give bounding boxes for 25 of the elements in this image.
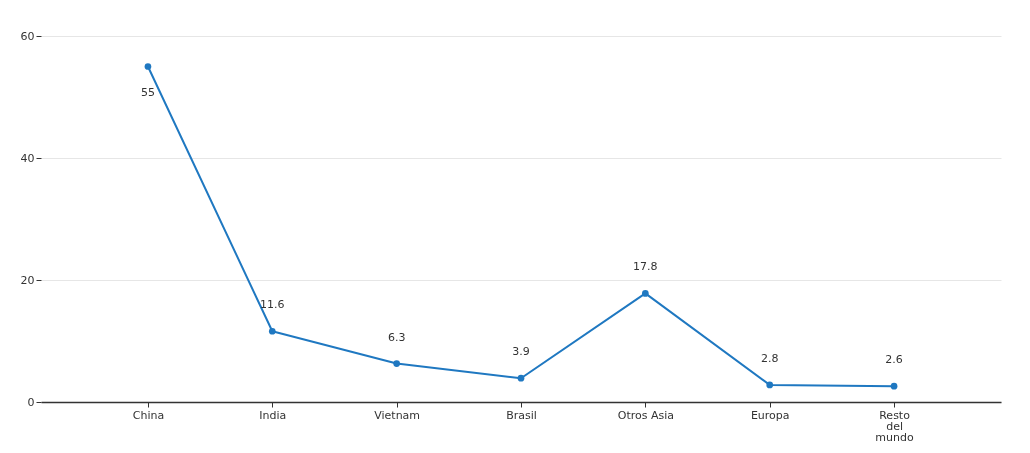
point: [517, 374, 525, 382]
x-tick-label: Europa: [750, 408, 790, 422]
data-label: 11.6: [260, 298, 285, 312]
point: [268, 327, 276, 335]
data-label: 2.6: [885, 353, 903, 367]
x-tick-label: China: [132, 408, 165, 422]
x-tick-label: Resto del mundo: [875, 408, 915, 444]
y-tick-label: 0: [27, 395, 35, 409]
data-label: 2.8: [760, 351, 779, 365]
x-tick-label: India: [259, 408, 287, 422]
data-label: 3.9: [512, 345, 530, 359]
point: [766, 381, 774, 389]
data-label: 6.3: [387, 330, 406, 344]
x-tick-label: Brasil: [506, 408, 537, 422]
x-tick-label: Vietnam: [374, 408, 421, 422]
point: [890, 382, 898, 390]
point: [393, 360, 400, 367]
x-tick-label: Otros Asia: [617, 408, 674, 422]
point: [144, 63, 152, 70]
data-label: 17.8: [633, 260, 658, 274]
point: [642, 290, 649, 297]
y-tick-label: 60: [20, 29, 35, 43]
data-label: 55: [140, 85, 155, 99]
y-tick-label: 40: [20, 151, 35, 165]
y-tick-label: 20: [20, 273, 35, 287]
